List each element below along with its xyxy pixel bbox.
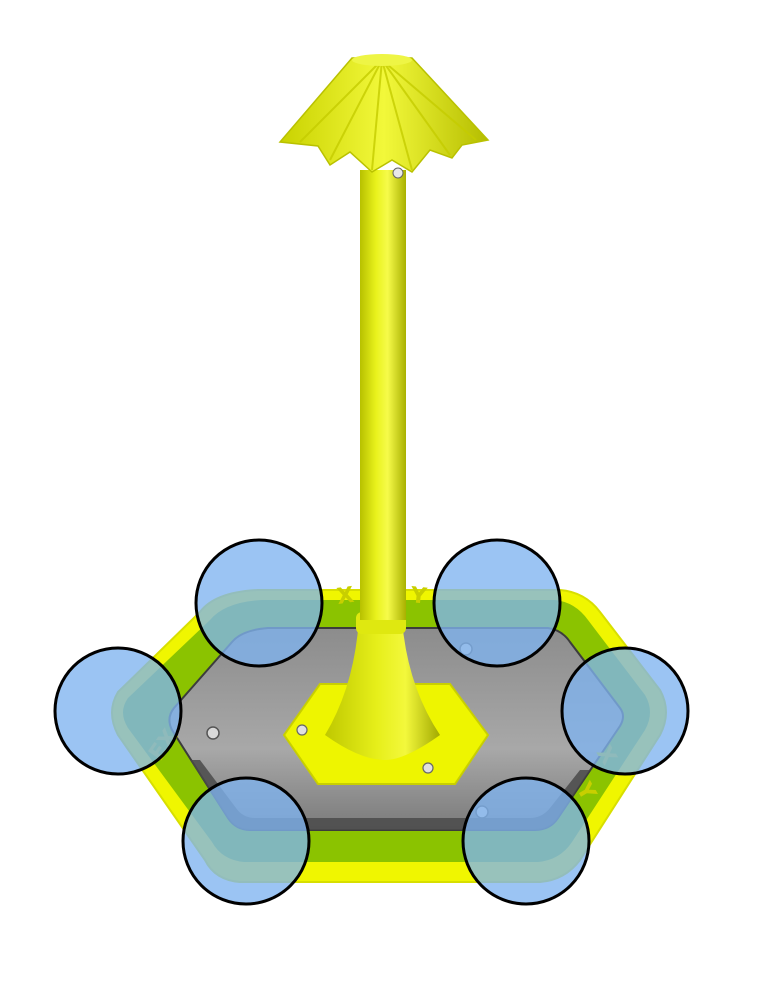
rim-mark-x-top: X (335, 583, 355, 610)
shaft-bolt (392, 167, 404, 179)
highlight-circle-top-left[interactable] (194, 538, 324, 668)
rim-mark-y-top: Y (408, 583, 429, 610)
star-top (278, 54, 490, 173)
highlight-circle-bottom-right[interactable] (461, 776, 591, 906)
highlight-circle-top-right[interactable] (432, 538, 562, 668)
highlight-circle-left[interactable] (53, 646, 183, 776)
highlight-circle-bottom-left[interactable] (181, 776, 311, 906)
star-top-cap (352, 54, 412, 66)
post-cone (325, 630, 440, 760)
post-shaft (360, 170, 406, 620)
mount-screw (422, 762, 434, 774)
highlight-circles (53, 538, 690, 906)
screw (206, 726, 220, 740)
post (325, 167, 440, 760)
star-top-ridges (299, 59, 477, 171)
star-top-cone (278, 57, 490, 173)
mount-screw (296, 724, 308, 736)
highlight-circle-right[interactable] (560, 646, 690, 776)
